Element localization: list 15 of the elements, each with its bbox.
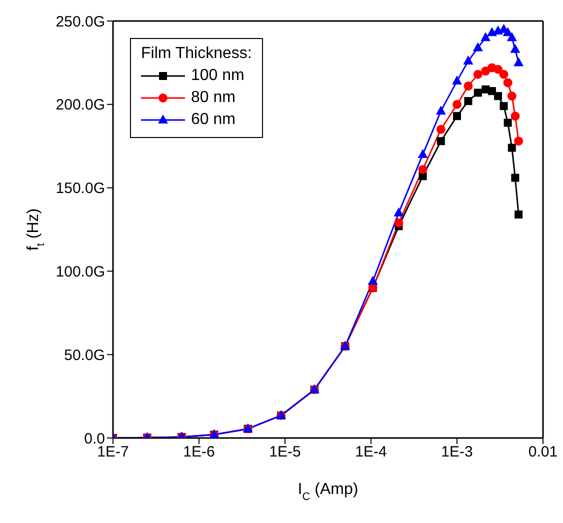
legend-label: 60 nm: [191, 111, 236, 129]
y-tick-label: 250.0G: [56, 13, 105, 30]
legend-title: Film Thickness:: [141, 45, 252, 63]
x-tick-label: 1E-4: [355, 444, 387, 461]
x-tick-label: 0.01: [528, 444, 558, 461]
x-axis-title: I$_{C}$ (Amp): [298, 481, 358, 503]
x-tick-label: 1E-5: [269, 444, 301, 461]
y-tick-label: 150.0G: [56, 180, 105, 198]
y-tick-label: 200.0G: [56, 96, 105, 114]
legend-label: 100 nm: [191, 67, 244, 85]
y-tick-label: 100.0G: [56, 264, 105, 281]
y-tick-label: 50.0G: [64, 346, 105, 364]
x-tick-label: 1E-3: [441, 444, 473, 461]
legend-label: 80 nm: [191, 89, 236, 107]
x-tick-label: 1E-6: [183, 444, 215, 461]
